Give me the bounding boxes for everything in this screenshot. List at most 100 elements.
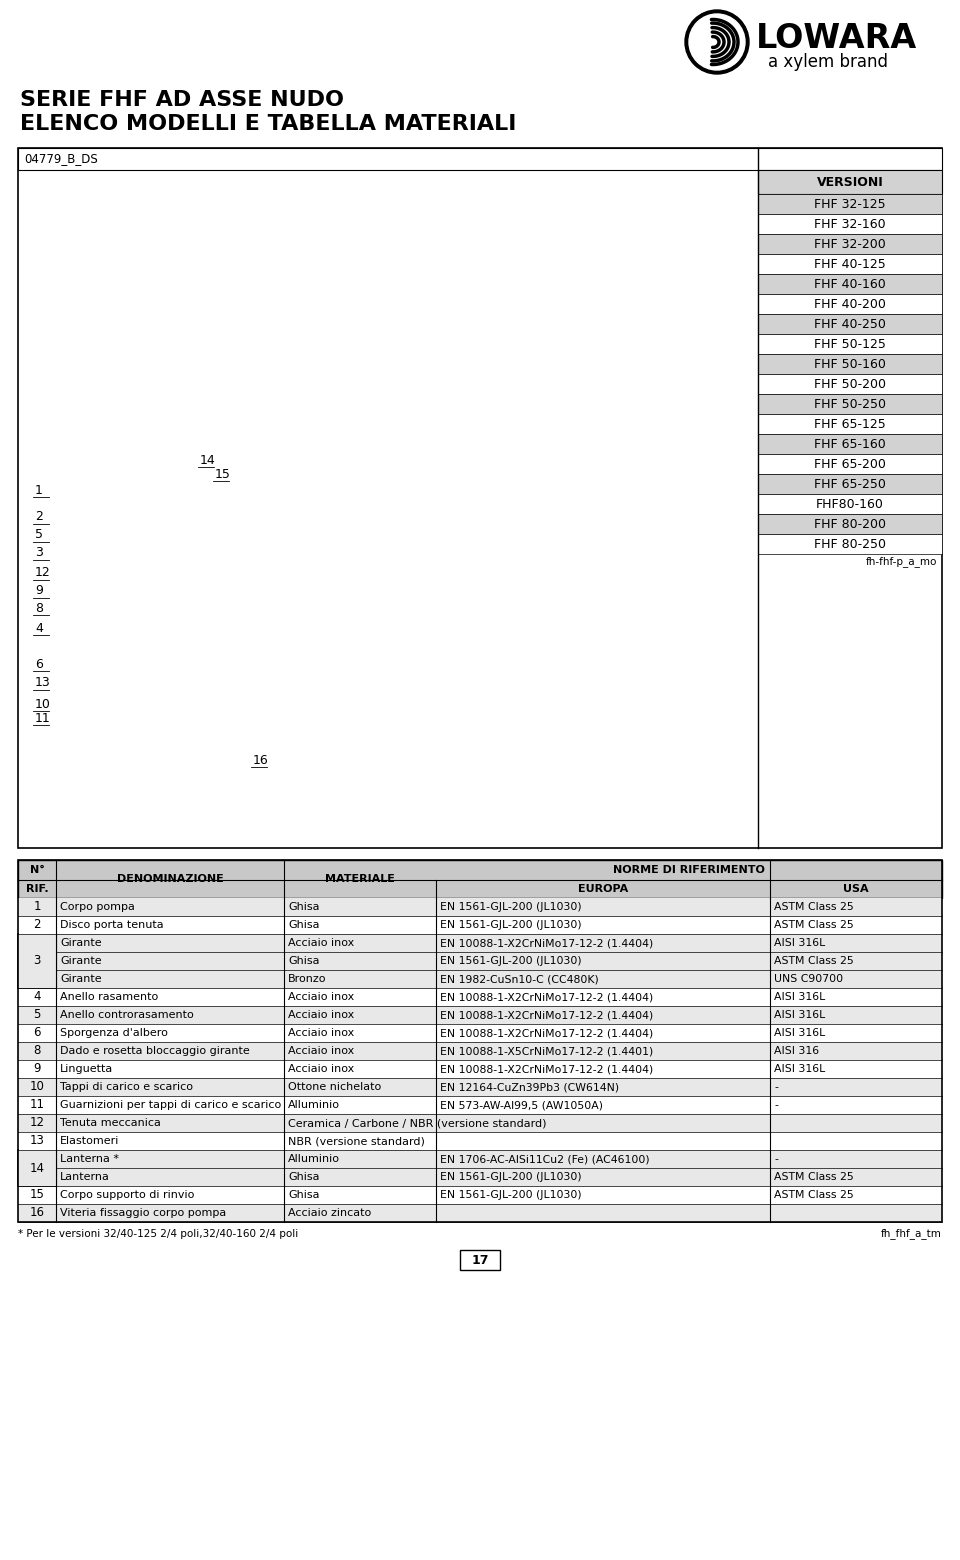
Text: EN 10088-1-X2CrNiMo17-12-2 (1.4404): EN 10088-1-X2CrNiMo17-12-2 (1.4404) [440,1009,653,1020]
Bar [758,513,942,534]
Bar [758,170,942,193]
Text: ELENCO MODELLI E TABELLA MATERIALI: ELENCO MODELLI E TABELLA MATERIALI [20,114,516,134]
Text: Guarnizioni per tappi di carico e scarico: Guarnizioni per tappi di carico e scaric… [60,1100,281,1111]
Text: Ghisa: Ghisa [288,920,320,930]
Text: 4: 4 [35,621,43,635]
Bar [758,254,942,275]
Text: Corpo pompa: Corpo pompa [60,902,134,913]
Text: AISI 316L: AISI 316L [774,1009,826,1020]
Text: Girante: Girante [60,973,102,984]
Text: EN 573-AW-Al99,5 (AW1050A): EN 573-AW-Al99,5 (AW1050A) [440,1100,603,1111]
Text: Ottone nichelato: Ottone nichelato [288,1083,381,1092]
Text: 14: 14 [30,1162,44,1175]
Text: Acciaio inox: Acciaio inox [288,1028,354,1037]
Text: EN 1982-CuSn10-C (CC480K): EN 1982-CuSn10-C (CC480K) [440,973,599,984]
Text: 9: 9 [34,1062,40,1075]
Text: 14: 14 [200,454,216,466]
Text: Anello rasamento: Anello rasamento [60,992,158,1002]
Text: EN 1561-GJL-200 (JL1030): EN 1561-GJL-200 (JL1030) [440,920,582,930]
Bar [758,293,942,314]
Text: FHF 50-125: FHF 50-125 [814,337,886,351]
Text: ASTM Class 25: ASTM Class 25 [774,920,853,930]
Text: AISI 316L: AISI 316L [774,938,826,948]
Text: EN 10088-1-X2CrNiMo17-12-2 (1.4404): EN 10088-1-X2CrNiMo17-12-2 (1.4404) [440,938,653,948]
Text: 12: 12 [35,566,51,579]
Text: a xylem brand: a xylem brand [768,53,888,72]
Text: NBR (versione standard): NBR (versione standard) [288,1136,425,1147]
Text: FHF 32-160: FHF 32-160 [814,217,886,231]
Text: 15: 15 [30,1189,44,1201]
Text: EN 10088-1-X2CrNiMo17-12-2 (1.4404): EN 10088-1-X2CrNiMo17-12-2 (1.4404) [440,1028,653,1037]
Bar [18,1186,942,1204]
Text: Lanterna: Lanterna [60,1172,109,1182]
Text: EN 10088-1-X5CrNiMo17-12-2 (1.4401): EN 10088-1-X5CrNiMo17-12-2 (1.4401) [440,1047,653,1056]
Bar [18,899,942,916]
Text: 9: 9 [35,585,43,597]
Bar [758,354,942,374]
Bar [18,970,942,987]
Text: EN 1561-GJL-200 (JL1030): EN 1561-GJL-200 (JL1030) [440,956,582,966]
Text: -: - [774,1083,778,1092]
Text: 17: 17 [471,1254,489,1267]
Bar [18,1097,942,1114]
Text: VERSIONI: VERSIONI [817,176,883,189]
Bar [18,860,942,899]
Text: EN 10088-1-X2CrNiMo17-12-2 (1.4404): EN 10088-1-X2CrNiMo17-12-2 (1.4404) [440,992,653,1002]
Text: ASTM Class 25: ASTM Class 25 [774,956,853,966]
Text: Sporgenza d'albero: Sporgenza d'albero [60,1028,168,1037]
Bar [758,413,942,434]
Text: 3: 3 [35,546,43,560]
Bar [758,314,942,334]
Text: Acciaio inox: Acciaio inox [288,938,354,948]
Text: Acciaio inox: Acciaio inox [288,1047,354,1056]
Text: Ghisa: Ghisa [288,956,320,966]
Text: Acciaio inox: Acciaio inox [288,1009,354,1020]
Text: fh_fhf_a_tm: fh_fhf_a_tm [881,1229,942,1240]
Bar [18,1042,942,1059]
Text: Bronzo: Bronzo [288,973,326,984]
Text: 11: 11 [35,711,51,724]
Text: 6: 6 [34,1026,40,1039]
Text: FHF 40-250: FHF 40-250 [814,318,886,331]
Bar [18,1023,942,1042]
Text: FHF 32-125: FHF 32-125 [814,198,886,211]
Text: FHF 80-250: FHF 80-250 [814,538,886,551]
Text: 10: 10 [30,1081,44,1094]
Bar [758,193,942,214]
Bar [18,952,942,970]
Text: 13: 13 [30,1134,44,1148]
Text: 10: 10 [35,697,51,710]
Text: Lanterna *: Lanterna * [60,1154,119,1164]
Text: FHF 65-200: FHF 65-200 [814,457,886,471]
Text: ASTM Class 25: ASTM Class 25 [774,1190,853,1200]
Bar [18,1204,942,1221]
Bar [18,1059,942,1078]
Text: LOWARA: LOWARA [756,22,917,55]
Text: fh-fhf-p_a_mo: fh-fhf-p_a_mo [866,557,937,568]
Text: N°: N° [30,864,44,875]
Text: FHF 40-160: FHF 40-160 [814,278,886,290]
Text: -: - [774,1100,778,1111]
Text: EN 12164-CuZn39Pb3 (CW614N): EN 12164-CuZn39Pb3 (CW614N) [440,1083,619,1092]
Text: -: - [774,1154,778,1164]
Bar [18,1078,942,1097]
Text: FHF 40-200: FHF 40-200 [814,298,886,310]
Bar [460,1250,500,1270]
Text: AISI 316: AISI 316 [774,1047,819,1056]
Text: SERIE FHF AD ASSE NUDO: SERIE FHF AD ASSE NUDO [20,90,344,111]
Text: FHF 65-125: FHF 65-125 [814,418,886,431]
Text: EN 1561-GJL-200 (JL1030): EN 1561-GJL-200 (JL1030) [440,1172,582,1182]
Text: 16: 16 [30,1206,44,1220]
Text: 14: 14 [30,1170,44,1184]
Text: 1: 1 [34,900,40,914]
Text: AISI 316L: AISI 316L [774,1064,826,1073]
Text: 8: 8 [34,1045,40,1058]
Circle shape [685,9,749,73]
Text: FHF 50-160: FHF 50-160 [814,357,886,371]
Bar [18,148,942,170]
Text: 3: 3 [34,955,40,967]
Text: Girante: Girante [60,938,102,948]
Text: Linguetta: Linguetta [60,1064,113,1073]
Text: 11: 11 [30,1098,44,1111]
Text: Viteria fissaggio corpo pompa: Viteria fissaggio corpo pompa [60,1207,227,1218]
